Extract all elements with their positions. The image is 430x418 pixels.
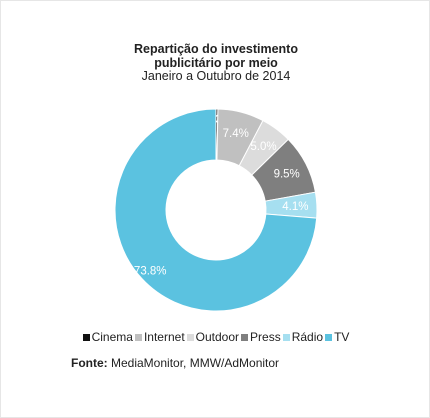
legend-label: TV <box>334 330 350 344</box>
source-note: Fonte: MediaMonitor, MMW/AdMonitor <box>71 356 279 370</box>
legend-label: Cinema <box>91 330 133 344</box>
legend-swatch <box>325 334 333 341</box>
legend-label: Internet <box>143 330 185 344</box>
legend-swatch <box>82 334 90 341</box>
legend-swatch <box>282 334 290 341</box>
chart-legend: Cinema Internet Outdoor Press Rádio TV <box>1 330 430 344</box>
source-text: MediaMonitor, MMW/AdMonitor <box>111 356 280 370</box>
legend-item-press: Press <box>241 330 281 344</box>
data-label-internet: 7.4% <box>223 128 249 140</box>
chart-title-line-1: Repartição do investimento <box>134 42 298 56</box>
donut-slice-tv <box>114 108 318 312</box>
legend-label: Outdoor <box>195 330 240 344</box>
legend-label: Rádio <box>291 330 324 344</box>
chart-title-line-2: publicitário por meio <box>154 56 278 70</box>
legend-label: Press <box>250 330 281 344</box>
legend-item-rádio: Rádio <box>282 330 324 344</box>
legend-item-cinema: Cinema <box>82 330 133 344</box>
legend-item-outdoor: Outdoor <box>186 330 240 344</box>
legend-swatch <box>186 334 194 341</box>
data-label-tv: 73.8% <box>134 266 167 278</box>
data-label-rádio: 4.1% <box>282 201 308 213</box>
legend-swatch <box>241 334 249 341</box>
donut-chart: 0.3%7.4%5.0%9.5%4.1%73.8% <box>114 108 318 312</box>
legend-item-internet: Internet <box>134 330 185 344</box>
data-label-press: 9.5% <box>274 169 300 181</box>
legend-item-tv: TV <box>325 330 349 344</box>
data-label-outdoor: 5.0% <box>250 141 276 153</box>
chart-subtitle: Janeiro a Outubro de 2014 <box>141 69 291 83</box>
source-prefix: Fonte: <box>71 356 108 370</box>
legend-swatch <box>134 334 142 341</box>
